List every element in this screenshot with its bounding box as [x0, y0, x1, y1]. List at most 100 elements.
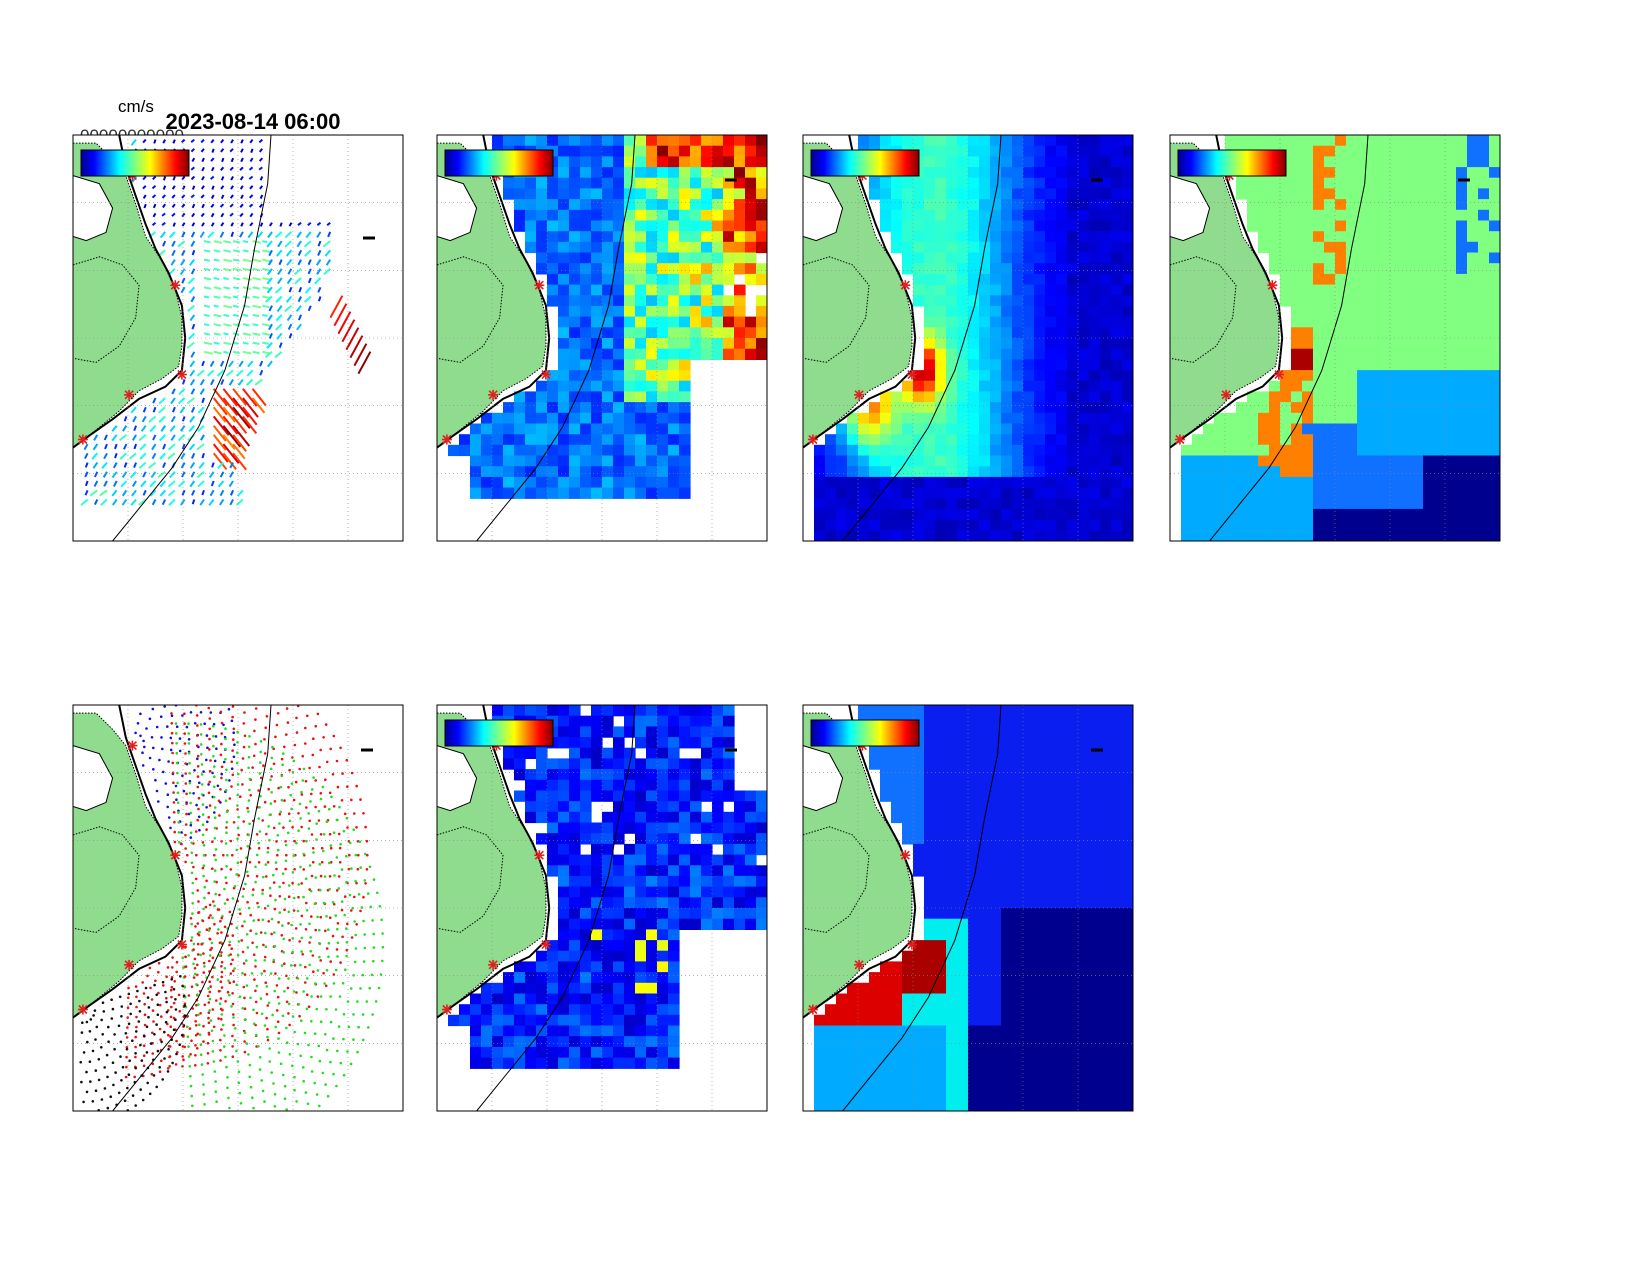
radial-dot — [318, 1104, 321, 1108]
data-cell — [979, 380, 991, 392]
radial-dot — [228, 1106, 231, 1110]
data-cell — [1001, 220, 1013, 232]
data-cell — [946, 177, 958, 189]
data-cell — [924, 284, 936, 296]
radial-dot — [332, 805, 336, 808]
radial-dot — [276, 853, 279, 857]
radial-dot — [196, 963, 199, 967]
data-cell — [668, 423, 680, 435]
radial-dot — [274, 861, 278, 864]
data-cell — [591, 715, 603, 727]
radial-dot — [226, 1086, 229, 1090]
current-arrow — [239, 212, 244, 218]
radial-dot — [129, 1002, 132, 1006]
data-cell — [1302, 284, 1314, 296]
data-cell — [1357, 402, 1369, 414]
data-cell — [1225, 135, 1237, 147]
land-mass — [73, 256, 140, 363]
data-cell — [580, 263, 592, 275]
radial-dot — [135, 1030, 138, 1033]
radial-dot — [175, 751, 179, 755]
current-arrow — [191, 499, 196, 505]
radial-dot — [363, 879, 367, 882]
current-arrow — [220, 185, 225, 190]
current-arrow — [162, 203, 167, 209]
data-cell — [1379, 220, 1391, 232]
data-cell — [1335, 402, 1347, 414]
radial-dot — [258, 1068, 262, 1071]
data-cell — [891, 241, 903, 254]
radial-dot — [283, 897, 287, 901]
data-cell — [1357, 284, 1369, 296]
data-cell — [1324, 466, 1336, 478]
current-arrow — [180, 286, 186, 294]
data-cell — [679, 199, 691, 211]
data-cell — [1456, 273, 1468, 286]
radial-dot — [184, 823, 188, 826]
data-cell — [1489, 338, 1500, 350]
data-cell — [935, 220, 947, 232]
radial-dot — [346, 1050, 349, 1053]
radial-dot — [303, 1031, 307, 1035]
radial-dot — [148, 1092, 152, 1096]
radial-dot — [217, 989, 221, 993]
radial-dot — [211, 840, 214, 843]
radial-dot — [335, 759, 339, 763]
radial-dot — [85, 1020, 89, 1024]
radial-dot — [315, 1007, 319, 1011]
radial-dot — [325, 968, 329, 972]
radial-dot — [277, 1037, 280, 1040]
radial-dot — [229, 972, 233, 975]
current-arrow — [242, 341, 249, 345]
data-cell — [624, 177, 636, 189]
data-cell — [1111, 145, 1123, 157]
data-cell — [979, 348, 991, 360]
current-arrow — [181, 222, 186, 227]
data-cell — [1445, 359, 1457, 371]
data-cell — [1089, 231, 1101, 243]
radial-dot — [338, 805, 341, 809]
data-cell — [1111, 316, 1123, 328]
radial-dot — [187, 954, 190, 957]
data-cell — [1302, 530, 1314, 541]
radial-dot — [187, 738, 191, 741]
radial-dot — [304, 981, 307, 984]
data-cell — [1192, 508, 1204, 521]
data-cell — [1045, 498, 1057, 510]
data-cell — [1302, 423, 1314, 435]
data-cell — [569, 726, 581, 738]
radial-dot — [293, 743, 297, 747]
map-area — [437, 135, 767, 541]
data-cell — [1357, 444, 1369, 457]
data-cell — [891, 220, 903, 232]
data-cell — [723, 263, 735, 275]
data-cell — [979, 434, 991, 446]
data-cell — [990, 199, 1002, 211]
radial-dot — [295, 731, 299, 734]
data-cell — [1280, 135, 1292, 147]
data-cell — [1346, 209, 1358, 222]
data-cell — [902, 444, 914, 457]
data-cell — [514, 199, 526, 211]
data-cell — [968, 241, 980, 254]
data-cell — [1100, 177, 1112, 189]
data-cell — [1122, 327, 1133, 339]
data-cell — [1423, 380, 1435, 392]
data-cell — [481, 466, 493, 478]
data-cell — [1346, 273, 1358, 286]
data-cell — [1023, 348, 1035, 360]
radial-dot — [208, 997, 212, 1001]
data-cell — [668, 370, 680, 382]
data-cell — [613, 209, 625, 222]
radial-dot — [280, 774, 284, 778]
data-cell — [1313, 241, 1325, 254]
current-arrow — [236, 489, 244, 497]
data-cell — [1324, 135, 1336, 147]
data-cell — [1489, 476, 1500, 489]
data-cell — [1001, 487, 1013, 499]
data-cell — [1478, 295, 1490, 307]
data-cell — [1456, 305, 1468, 318]
radial-dot — [174, 1063, 178, 1066]
data-cell — [1012, 466, 1024, 478]
radial-dot — [276, 1020, 280, 1023]
